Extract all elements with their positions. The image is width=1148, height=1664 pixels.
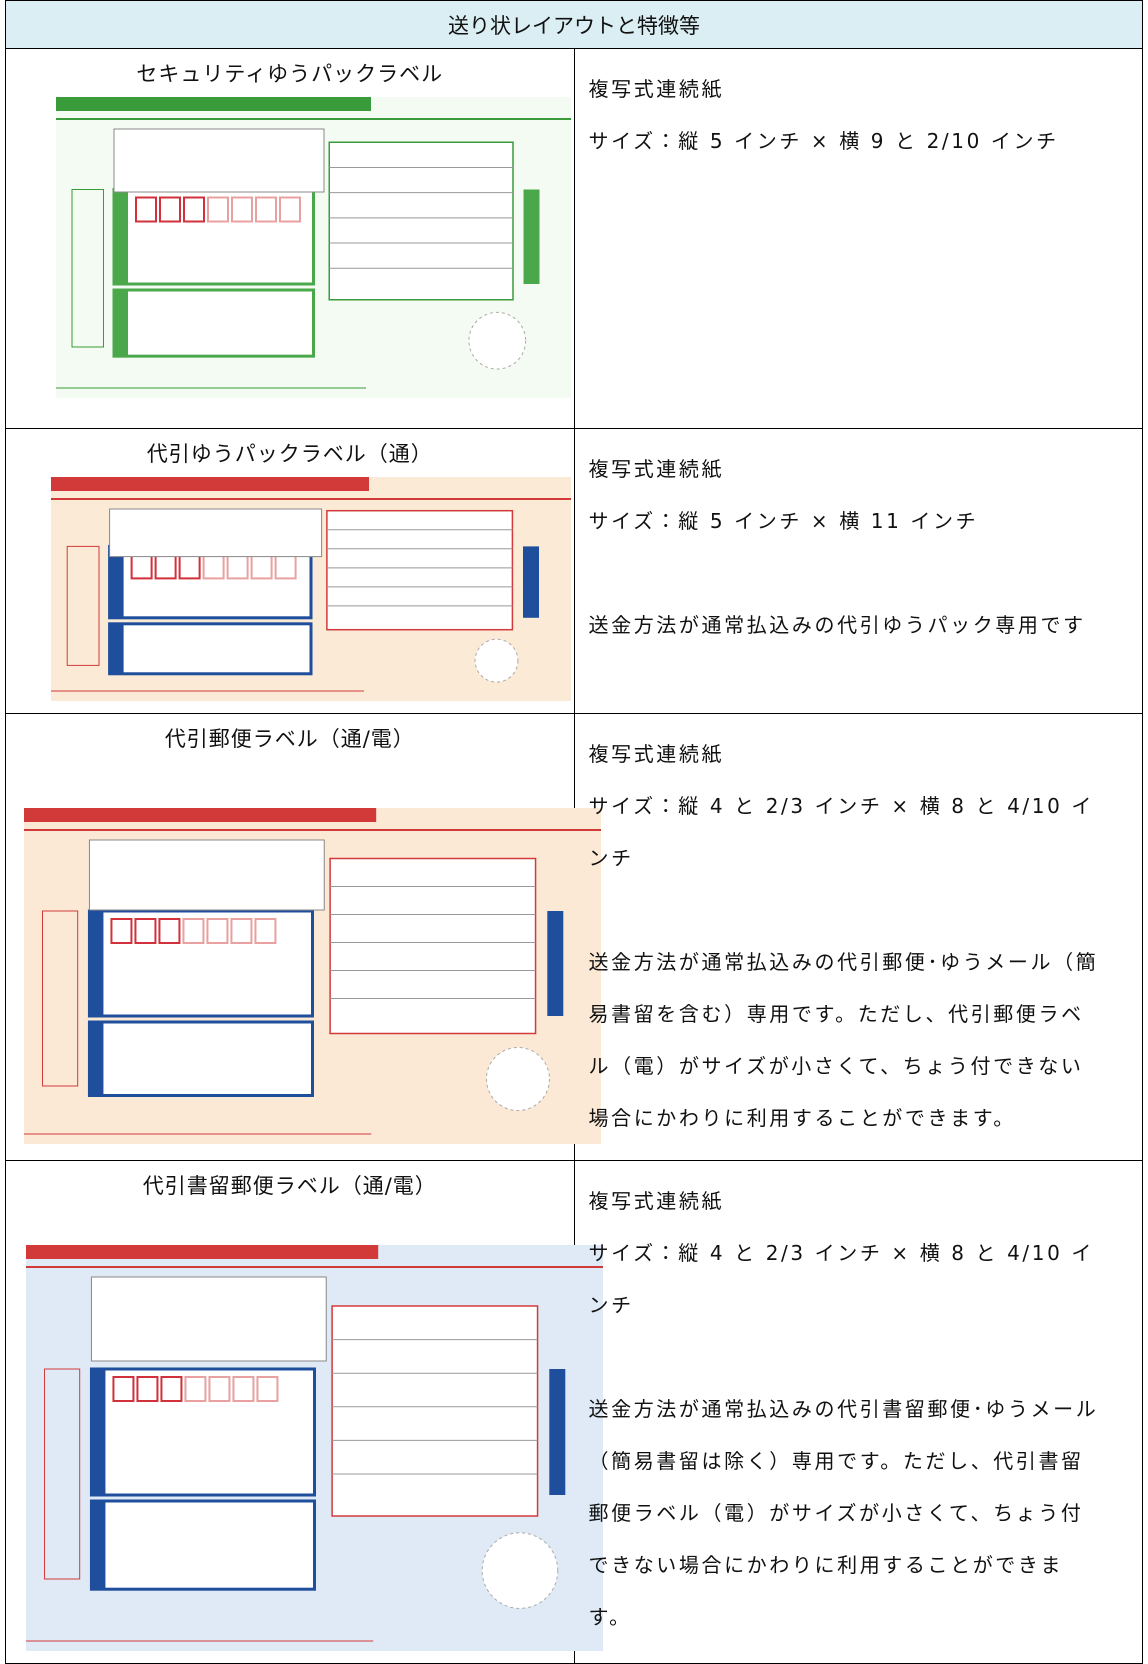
label-shape	[474, 638, 519, 683]
label-shape	[158, 918, 181, 944]
label-shape	[328, 141, 514, 301]
label-shape	[87, 909, 314, 1018]
label-shape	[112, 1376, 135, 1402]
label-shape	[183, 196, 205, 223]
label-shape	[255, 196, 277, 223]
label-image	[56, 97, 571, 398]
label-image	[24, 808, 601, 1144]
label-shape	[256, 1376, 279, 1402]
label-shape	[91, 1501, 106, 1590]
label-shape	[134, 918, 157, 944]
label-shape	[110, 918, 133, 944]
label-shape	[24, 808, 377, 822]
label-shape	[66, 545, 100, 666]
description-line: 複写式連続紙	[588, 77, 725, 101]
label-shape	[279, 196, 301, 223]
label-shape	[326, 509, 514, 631]
label-shape	[91, 1369, 106, 1495]
label-shape	[184, 1376, 207, 1402]
label-shape	[109, 623, 124, 674]
cell: 複写式連続紙サイズ：縦 5 インチ × 横 11 インチ送金方法が通常払込みの代…	[573, 428, 1143, 714]
label-shape	[547, 911, 564, 1016]
label-shape	[114, 189, 128, 284]
cell: セキュリティゆうパックラベル	[5, 48, 575, 429]
label-shape	[89, 911, 104, 1016]
label-shape	[87, 1020, 314, 1097]
label-shape	[232, 1376, 255, 1402]
description-line: 複写式連続紙	[588, 457, 725, 481]
label-shape	[113, 128, 325, 193]
label-image	[26, 1245, 603, 1651]
label-shape	[485, 1047, 550, 1111]
label-shape	[523, 189, 540, 284]
label-shape	[114, 290, 128, 357]
cell: 複写式連続紙サイズ：縦 5 インチ × 横 9 と 2/10 インチ	[573, 48, 1143, 429]
label-shape	[160, 1376, 183, 1402]
label-shape	[112, 288, 315, 358]
label-shape	[56, 97, 371, 111]
label-shape	[90, 1276, 327, 1362]
label-shape	[109, 546, 124, 618]
label-shape	[208, 1376, 231, 1402]
label-shape	[329, 857, 537, 1035]
label-shape	[108, 544, 313, 620]
row-title: セキュリティゆうパックラベル	[136, 62, 444, 86]
label-shape	[43, 1368, 81, 1580]
row-title: 代引郵便ラベル（通/電）	[164, 727, 415, 751]
description-line: サイズ：縦 4 と 2/3 インチ × 横 8 と 4/10 インチ	[588, 1241, 1094, 1317]
label-image	[51, 477, 571, 701]
description-line: サイズ：縦 5 インチ × 横 11 インチ	[588, 509, 979, 533]
description-line: 送金方法が通常払込みの代引郵便･ゆうメール（簡易書留を含む）専用です。ただし、代…	[588, 950, 1099, 1130]
label-shape	[136, 1376, 159, 1402]
description-line: サイズ：縦 5 インチ × 横 9 と 2/10 インチ	[588, 129, 1059, 153]
label-shape	[109, 508, 323, 558]
label-shape	[108, 622, 313, 676]
label-shape	[523, 546, 539, 618]
label-shape	[549, 1369, 566, 1495]
cell: 代引ゆうパックラベル（通）	[5, 428, 575, 714]
label-shape	[468, 311, 527, 370]
description-line: 複写式連続紙	[588, 742, 725, 766]
label-shape	[206, 918, 229, 944]
label-shape	[89, 1499, 316, 1591]
row-title: 代引書留郵便ラベル（通/電）	[142, 1174, 437, 1198]
description-line: サイズ：縦 4 と 2/3 インチ × 横 8 と 4/10 インチ	[588, 794, 1094, 870]
label-shape	[481, 1532, 559, 1609]
label-shape	[182, 918, 205, 944]
label-shape	[89, 1022, 104, 1096]
cell: 複写式連続紙サイズ：縦 4 と 2/3 インチ × 横 8 と 4/10 インチ…	[573, 1160, 1143, 1664]
label-shape	[41, 910, 79, 1087]
label-shape	[51, 477, 369, 491]
cell: 代引郵便ラベル（通/電）	[5, 713, 601, 1161]
table-header: 送り状レイアウトと特徴等	[5, 0, 1143, 49]
label-shape	[88, 839, 325, 911]
row-title: 代引ゆうパックラベル（通）	[146, 442, 433, 466]
label-shape	[135, 196, 157, 223]
label-shape	[231, 196, 253, 223]
label-shape	[207, 196, 229, 223]
label-shape	[112, 188, 315, 286]
label-shape	[254, 918, 277, 944]
label-shape	[159, 196, 181, 223]
label-shape	[26, 1245, 379, 1259]
label-shape	[230, 918, 253, 944]
label-shape	[331, 1305, 539, 1517]
description-line: 送金方法が通常払込みの代引書留郵便･ゆうメール（簡易書留は除く）専用です。ただし…	[588, 1397, 1099, 1629]
layout-table: 送り状レイアウトと特徴等 セキュリティゆうパックラベル 複写式連続紙サイズ：縦 …	[5, 0, 1143, 1664]
description-line: 複写式連続紙	[588, 1189, 725, 1213]
description-line: 送金方法が通常払込みの代引ゆうパック専用です	[588, 613, 1086, 637]
cell: 代引書留郵便ラベル（通/電）	[5, 1160, 603, 1664]
label-shape	[89, 1367, 316, 1497]
cell: 複写式連続紙サイズ：縦 4 と 2/3 インチ × 横 8 と 4/10 インチ…	[573, 713, 1143, 1161]
label-shape	[71, 189, 104, 348]
